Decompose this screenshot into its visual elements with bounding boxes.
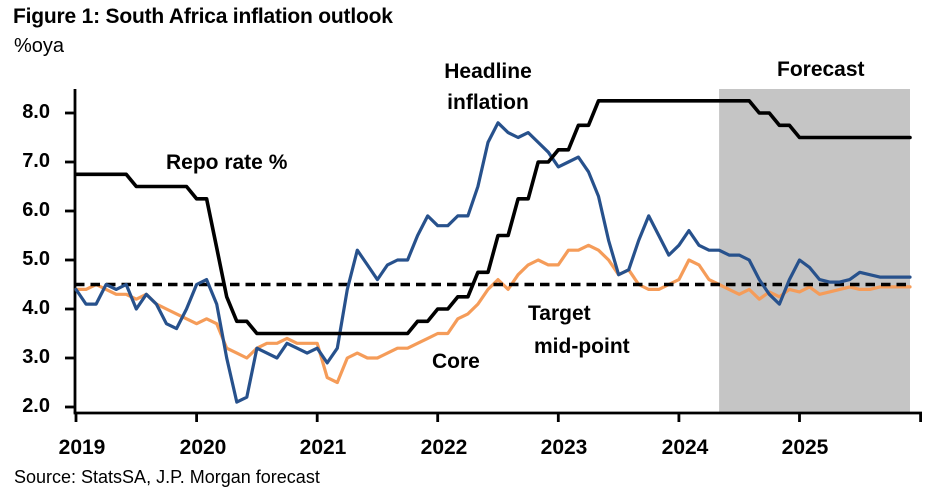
annotation-repo-rate: Repo rate % bbox=[166, 151, 288, 174]
annotation-target-line2: mid-point bbox=[534, 335, 630, 358]
y-tick-label: 8.0 bbox=[22, 101, 50, 123]
y-tick-label: 2.0 bbox=[22, 395, 50, 417]
y-axis-unit-label: %oya bbox=[14, 35, 65, 57]
headline-inflation-line bbox=[74, 121, 912, 404]
x-tick-label: 2020 bbox=[179, 436, 227, 459]
annotation-headline-inflation: Headline inflation bbox=[427, 56, 549, 118]
source-note: Source: StatsSA, J.P. Morgan forecast bbox=[14, 467, 320, 487]
annotation-forecast: Forecast bbox=[777, 58, 865, 81]
x-tick-label: 2022 bbox=[420, 436, 468, 459]
repo-rate-line bbox=[74, 99, 912, 336]
y-tick-label: 3.0 bbox=[22, 346, 50, 368]
y-tick-label: 4.0 bbox=[22, 297, 50, 319]
annotation-headline-line2: inflation bbox=[447, 91, 529, 114]
axes bbox=[65, 89, 922, 422]
figure-title: Figure 1: South Africa inflation outlook bbox=[13, 5, 393, 28]
x-tick-label: 2023 bbox=[540, 436, 588, 459]
annotation-target-line1: Target bbox=[528, 302, 591, 325]
y-tick-label: 6.0 bbox=[22, 199, 50, 221]
core-inflation-line bbox=[74, 243, 912, 385]
y-tick-label: 7.0 bbox=[22, 150, 50, 172]
x-tick-label: 2019 bbox=[58, 436, 106, 459]
forecast-band-region bbox=[719, 89, 910, 412]
annotation-headline-line1: Headline bbox=[444, 60, 532, 83]
annotation-target-midpoint: Target mid-point bbox=[528, 297, 630, 363]
annotation-core: Core bbox=[432, 350, 480, 373]
x-tick-label: 2025 bbox=[781, 436, 829, 459]
x-tick-label: 2024 bbox=[661, 436, 709, 459]
x-tick-label: 2021 bbox=[299, 436, 347, 459]
y-tick-label: 5.0 bbox=[22, 248, 50, 270]
